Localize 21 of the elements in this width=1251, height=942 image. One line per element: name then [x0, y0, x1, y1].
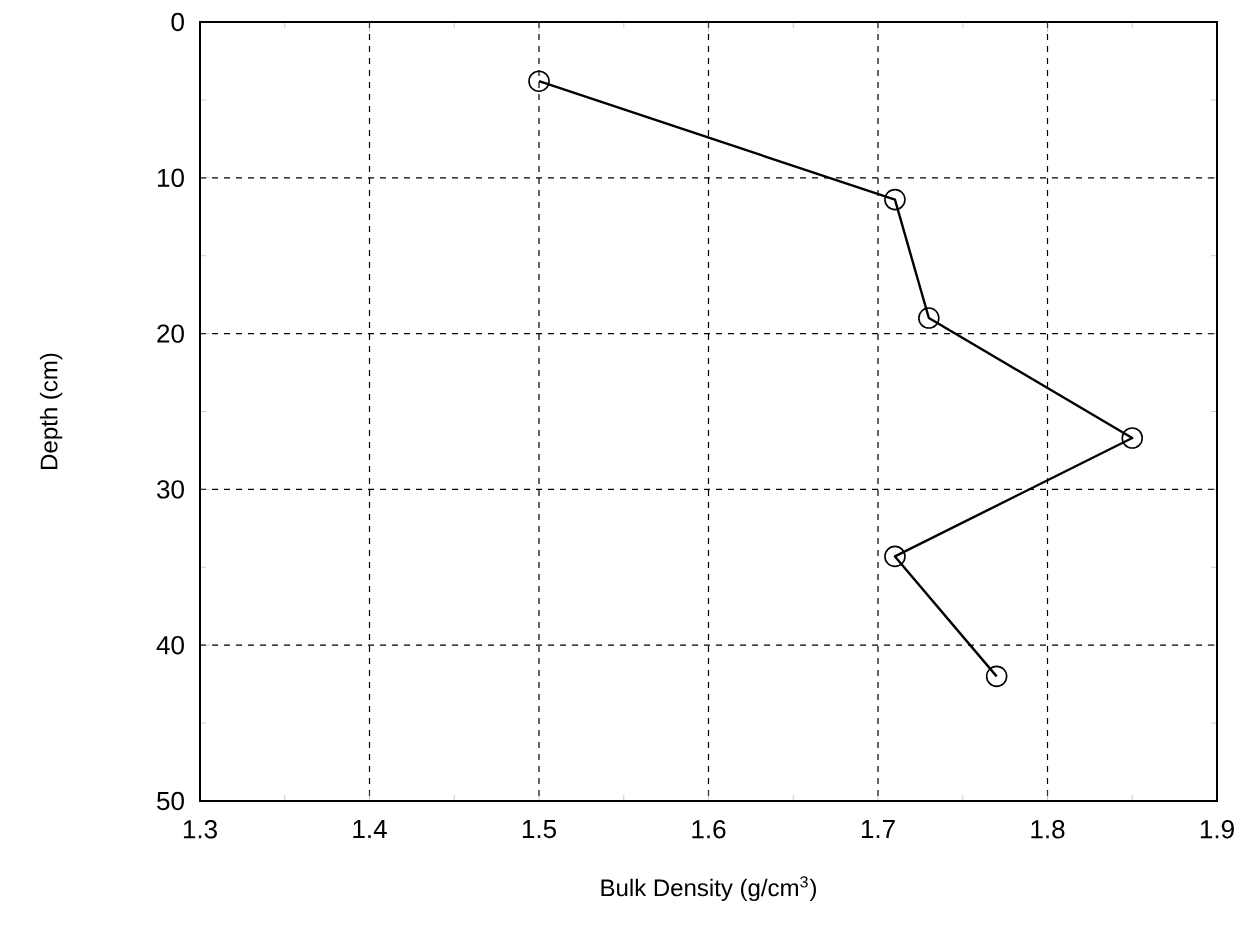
point — [528, 70, 550, 93]
x-tick-label: 1.3 — [183, 820, 217, 839]
y-tick-label: 20 — [157, 324, 184, 343]
x-tick-label: 1.4 — [353, 820, 387, 838]
point — [884, 188, 906, 211]
point — [1121, 427, 1144, 449]
x-axis-title: Bulk Density (g/cm$^{3}$) — [601, 876, 816, 902]
point — [884, 545, 906, 568]
point — [918, 307, 940, 329]
y-tick-label: 30 — [157, 480, 184, 499]
y-axis-title: Depth (cm) — [39, 353, 63, 469]
y-tick-label: 10 — [157, 168, 184, 188]
x-tick-label: 1.7 — [861, 820, 895, 838]
y-tick-label: 50 — [157, 791, 184, 811]
x-tick-label: 1.6 — [692, 820, 726, 839]
x-tick-label: 1.8 — [1031, 820, 1065, 839]
y-tick-label: 40 — [156, 636, 184, 655]
x-tick-label: 1.9 — [1200, 820, 1234, 839]
y-tick-label: 0 — [171, 12, 184, 32]
x-tick-label: 1.5 — [522, 820, 556, 839]
point — [985, 665, 1008, 688]
